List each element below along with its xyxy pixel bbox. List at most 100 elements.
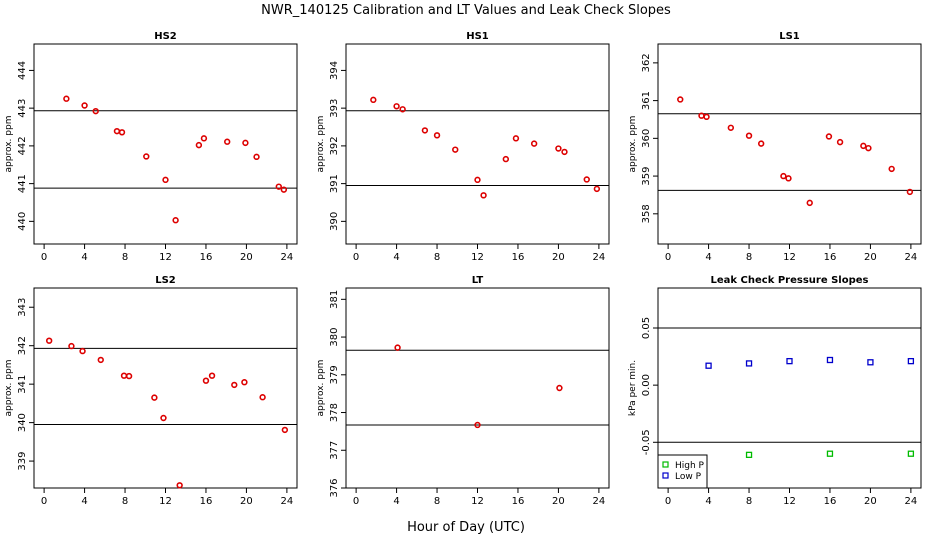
plot-frame	[33, 43, 298, 245]
legend-label: Low P	[675, 472, 702, 482]
data-point	[860, 142, 867, 150]
data-point	[253, 153, 260, 161]
x-tick-label: 16	[200, 496, 213, 507]
y-tick-label: 0.05	[641, 317, 652, 339]
panel-title: LS2	[155, 275, 176, 286]
data-point	[68, 342, 75, 350]
data-point	[92, 107, 99, 115]
legend-label: High P	[675, 461, 705, 471]
data-point	[593, 185, 601, 193]
data-point	[200, 135, 208, 142]
panel-6: Leak Check Pressure Slopes 0 4 8 12 16 20 24 -0.…	[628, 275, 922, 507]
data-point	[785, 175, 792, 182]
panel-title: HS1	[466, 31, 489, 42]
figure-title: NWR_140125 Calibration and LT Values and…	[261, 3, 671, 18]
y-tick-label: 362	[641, 53, 652, 72]
data-point	[63, 95, 70, 102]
data-point	[907, 450, 915, 457]
y-tick-label: 360	[641, 129, 652, 148]
y-tick-label: 393	[329, 99, 340, 118]
data-point	[160, 414, 167, 422]
data-point	[906, 188, 914, 196]
y-tick-label: 379	[329, 365, 340, 384]
data-point	[502, 155, 510, 163]
y-tick-label: 441	[17, 174, 28, 193]
x-tick-label: 24	[905, 496, 918, 507]
y-tick-label: 390	[329, 212, 340, 231]
x-tick-label: 4	[81, 496, 87, 507]
x-tick-label: 8	[746, 496, 752, 507]
data-point	[705, 362, 712, 369]
y-tick-label: 444	[17, 61, 28, 80]
data-point	[530, 140, 538, 147]
y-tick-label: 342	[17, 336, 28, 355]
x-tick-label: 12	[471, 496, 484, 507]
data-point	[806, 199, 813, 207]
x-tick-label: 16	[824, 252, 837, 263]
data-point	[745, 360, 753, 367]
data-point	[826, 356, 834, 364]
data-point	[370, 96, 377, 104]
x-tick-label: 12	[159, 496, 172, 507]
legend-marker	[662, 461, 669, 468]
data-point	[677, 96, 684, 103]
panel-title: Leak Check Pressure Slopes	[711, 275, 869, 286]
data-point	[745, 451, 753, 459]
data-point	[703, 113, 710, 121]
panel-4: LS2 0 4 8 12 16 20 24 339 340 341 342 343 approx. ppm	[4, 275, 298, 507]
x-tick-label: 0	[41, 252, 47, 263]
data-point	[143, 153, 150, 160]
data-point	[208, 372, 216, 379]
y-axis-label: approx. ppm	[4, 116, 14, 173]
data-point	[79, 347, 86, 355]
data-point	[556, 384, 563, 392]
x-tick-label: 24	[905, 252, 918, 263]
data-point	[195, 141, 203, 149]
x-tick-label: 0	[665, 252, 671, 263]
data-point	[583, 176, 590, 183]
data-point	[512, 135, 520, 142]
data-point	[555, 145, 562, 152]
data-point	[698, 112, 705, 119]
legend-box	[657, 454, 708, 489]
x-tick-label: 20	[552, 496, 565, 507]
data-point	[433, 132, 441, 139]
data-point	[118, 129, 126, 136]
x-tick-label: 24	[593, 496, 606, 507]
data-point	[81, 102, 88, 109]
x-tick-label: 4	[705, 496, 711, 507]
y-tick-label: 391	[329, 174, 340, 193]
y-tick-label: 394	[329, 61, 340, 80]
data-point	[745, 132, 753, 139]
data-point	[561, 148, 568, 156]
y-tick-label: 0.00	[641, 374, 652, 396]
x-tick-label: 12	[783, 252, 796, 263]
y-tick-label: 378	[329, 403, 340, 422]
y-axis-label: approx. ppm	[316, 116, 326, 173]
data-point	[867, 359, 874, 366]
data-point	[393, 103, 400, 110]
y-tick-label: 339	[17, 452, 28, 471]
data-point	[474, 421, 481, 429]
x-tick-label: 8	[122, 496, 128, 507]
data-point	[281, 426, 289, 434]
x-tick-label: 0	[353, 252, 359, 263]
data-point	[474, 176, 481, 184]
panel-title: LT	[472, 275, 484, 286]
y-axis-label: approx. ppm	[4, 360, 14, 417]
data-point	[241, 379, 248, 386]
y-axis-label: approx. ppm	[628, 116, 638, 173]
y-tick-label: 381	[329, 290, 340, 309]
data-point	[162, 176, 169, 184]
data-point	[399, 106, 406, 113]
y-tick-label: 343	[17, 298, 28, 317]
y-tick-label: 442	[17, 136, 28, 155]
x-tick-label: 12	[471, 252, 484, 263]
data-point	[275, 183, 282, 190]
y-axis-label: approx. ppm	[316, 360, 326, 417]
data-point	[826, 450, 834, 457]
x-tick-label: 4	[705, 252, 711, 263]
x-tick-label: 4	[81, 252, 87, 263]
